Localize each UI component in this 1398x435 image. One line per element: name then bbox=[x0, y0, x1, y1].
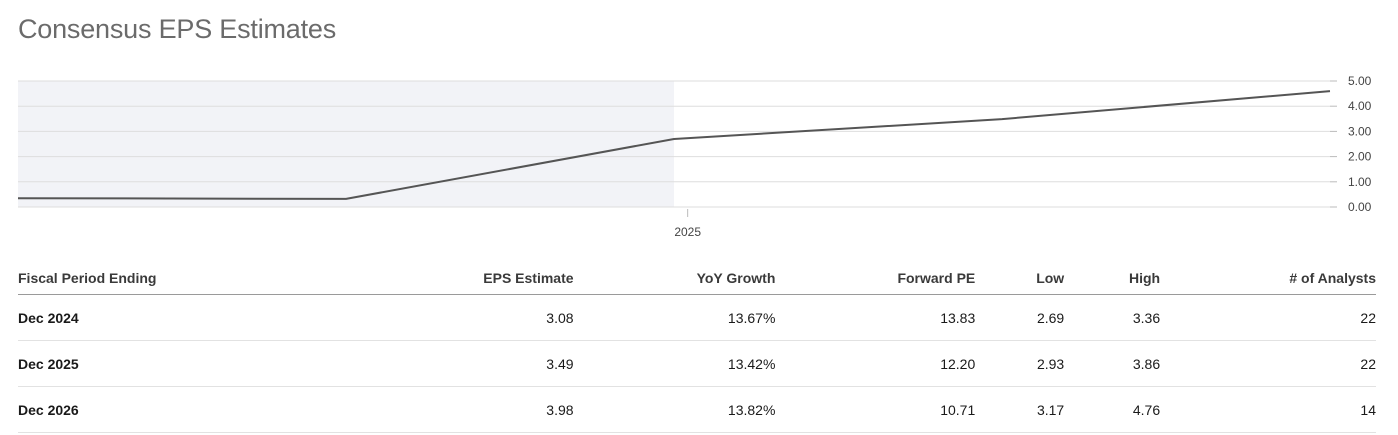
y-tick-label: 0.00 bbox=[1348, 200, 1372, 214]
col-header-high: High bbox=[1064, 264, 1161, 295]
cell-fiscal-period: Dec 2025 bbox=[18, 340, 328, 387]
col-header-low: Low bbox=[975, 264, 1065, 295]
eps-estimates-table: Fiscal Period Ending EPS Estimate YoY Gr… bbox=[18, 264, 1376, 433]
table-row: Dec 2024 3.08 13.67% 13.83 2.69 3.36 22 bbox=[18, 294, 1376, 341]
table-row: Dec 2026 3.98 13.82% 10.71 3.17 4.76 14 bbox=[18, 386, 1376, 433]
page-title: Consensus EPS Estimates bbox=[18, 14, 337, 44]
eps-series-line bbox=[17, 90, 1331, 200]
cell-analysts: 22 bbox=[1160, 340, 1376, 387]
cell-forward-pe: 10.71 bbox=[775, 386, 976, 433]
cell-high: 3.86 bbox=[1064, 340, 1161, 387]
x-tick-label: 2025 bbox=[674, 225, 701, 239]
y-tick-label: 3.00 bbox=[1348, 124, 1372, 138]
eps-line-chart: 0.00 1.00 2.00 3.00 4.00 5.00 2025 bbox=[17, 74, 1372, 239]
y-tick-label: 4.00 bbox=[1348, 99, 1372, 113]
cell-forward-pe: 12.20 bbox=[775, 340, 976, 387]
cell-fiscal-period: Dec 2024 bbox=[18, 294, 328, 341]
col-header-eps-estimate: EPS Estimate bbox=[327, 264, 574, 295]
cell-yoy-growth: 13.82% bbox=[573, 386, 776, 433]
y-tick-label: 1.00 bbox=[1348, 175, 1372, 189]
cell-high: 4.76 bbox=[1064, 386, 1161, 433]
cell-forward-pe: 13.83 bbox=[775, 294, 976, 341]
table-header-row: Fiscal Period Ending EPS Estimate YoY Gr… bbox=[18, 264, 1376, 295]
cell-eps-estimate: 3.49 bbox=[327, 340, 574, 387]
cell-yoy-growth: 13.67% bbox=[573, 294, 776, 341]
cell-low: 2.93 bbox=[975, 340, 1065, 387]
cell-eps-estimate: 3.98 bbox=[327, 386, 574, 433]
cell-analysts: 14 bbox=[1160, 386, 1376, 433]
cell-low: 2.69 bbox=[975, 294, 1065, 341]
y-tick-label: 5.00 bbox=[1348, 74, 1372, 88]
cell-eps-estimate: 3.08 bbox=[327, 294, 574, 341]
col-header-fiscal-period: Fiscal Period Ending bbox=[18, 264, 328, 295]
cell-fiscal-period: Dec 2026 bbox=[18, 386, 328, 433]
y-tick-label: 2.00 bbox=[1348, 150, 1372, 164]
cell-low: 3.17 bbox=[975, 386, 1065, 433]
cell-yoy-growth: 13.42% bbox=[573, 340, 776, 387]
cell-high: 3.36 bbox=[1064, 294, 1161, 341]
col-header-forward-pe: Forward PE bbox=[775, 264, 976, 295]
col-header-analysts: # of Analysts bbox=[1160, 264, 1376, 295]
cell-analysts: 22 bbox=[1160, 294, 1376, 341]
col-header-yoy-growth: YoY Growth bbox=[573, 264, 776, 295]
historical-shade bbox=[18, 81, 674, 207]
table-row: Dec 2025 3.49 13.42% 12.20 2.93 3.86 22 bbox=[18, 340, 1376, 387]
